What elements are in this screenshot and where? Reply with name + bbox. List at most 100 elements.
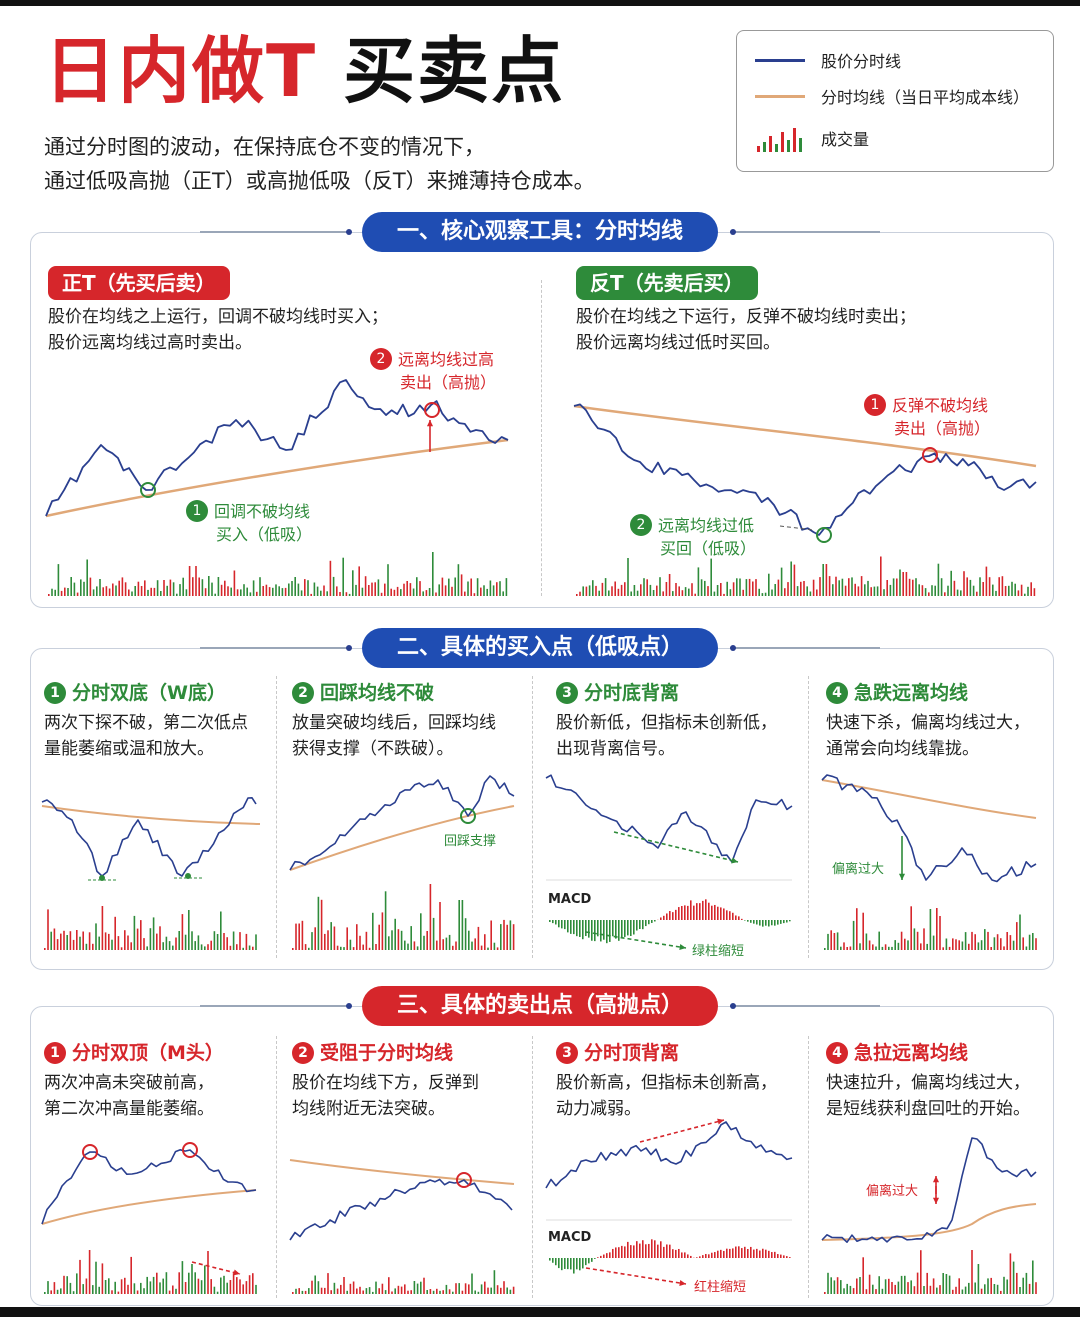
volume-bar-80 xyxy=(832,584,834,596)
section3-frame xyxy=(30,1006,1054,1306)
volume-bar-30 xyxy=(140,920,142,950)
sell-card-4-title-text: 急拉远离均线 xyxy=(854,1042,969,1064)
volume-bar-16 xyxy=(343,947,345,950)
macd-bar-31 xyxy=(639,920,641,929)
volume-bar-9 xyxy=(852,920,855,950)
volume-bar-139 xyxy=(1020,584,1023,596)
volume-bar-19 xyxy=(108,588,111,596)
price-line xyxy=(41,796,257,877)
macd-bar-80 xyxy=(786,920,788,923)
macd-bar-77 xyxy=(777,1254,779,1258)
macd-bar-10 xyxy=(576,920,578,937)
macd-bar-23 xyxy=(615,1247,617,1258)
macd-bar-75 xyxy=(771,1252,773,1258)
volume-bar-5 xyxy=(592,580,594,596)
price-line xyxy=(289,775,515,871)
volume-bar-16 xyxy=(99,579,101,596)
volume-bar-31 xyxy=(923,1286,925,1294)
macd-bar-66 xyxy=(744,1246,746,1258)
volume-bar-67 xyxy=(790,561,792,596)
volume-bar-60 xyxy=(236,1277,238,1294)
volume-bar-66 xyxy=(503,919,505,950)
volume-bar-18 xyxy=(101,1263,104,1294)
volume-bar-12 xyxy=(862,1257,864,1294)
volume-bar-42 xyxy=(178,1272,180,1294)
volume-bar-57 xyxy=(474,938,476,950)
volume-bar-37 xyxy=(166,585,168,596)
volume-bar-70 xyxy=(800,581,802,596)
volume-bar-59 xyxy=(232,931,235,950)
macd-bar-46 xyxy=(684,1252,686,1258)
section3-dot-left xyxy=(346,1003,352,1009)
volume-bar-69 xyxy=(268,587,271,596)
volume-bar-19 xyxy=(104,932,107,950)
volume-bar-56 xyxy=(755,579,757,596)
volume-bar-49 xyxy=(204,588,207,596)
volume-bar-19 xyxy=(636,590,639,596)
volume-bar-53 xyxy=(993,1284,996,1294)
volume-bar-41 xyxy=(179,584,181,596)
macd-bar-76 xyxy=(774,920,776,926)
volume-bar-99 xyxy=(364,576,367,596)
volume-bar-21 xyxy=(891,1282,893,1294)
volume-bar-21 xyxy=(115,585,117,596)
volume-bar-52 xyxy=(990,1277,992,1294)
macd-bar-8 xyxy=(570,1258,572,1270)
volume-bar-66 xyxy=(503,1281,505,1294)
volume-bar-7 xyxy=(70,577,72,596)
macd-bar-24 xyxy=(618,1247,620,1258)
macd-bar-1 xyxy=(549,920,551,922)
volume-bar-65 xyxy=(1032,933,1034,950)
macd-bar-2 xyxy=(552,920,554,924)
volume-bar-35 xyxy=(936,908,938,950)
section2-line-left xyxy=(200,647,350,649)
volume-bar-59 xyxy=(1012,940,1015,950)
volume-bar-51 xyxy=(211,582,213,596)
sell-card-2-desc: 股价在均线下方，反弹到 均线附近无法突破。 xyxy=(292,1070,479,1122)
macd-bar-38 xyxy=(660,1241,662,1258)
buy-card-3-desc-2: 出现背离信号。 xyxy=(556,739,675,759)
volume-bar-31 xyxy=(147,589,149,596)
volume-bar-62 xyxy=(242,1284,244,1294)
volume-bar-92 xyxy=(342,557,344,596)
macd-bar-12 xyxy=(582,1258,584,1269)
volume-bar-49 xyxy=(980,940,983,950)
macd-bar-49 xyxy=(693,905,695,920)
volume-bar-124 xyxy=(444,585,447,596)
volume-bar-20 xyxy=(112,583,114,596)
volume-bar-126 xyxy=(451,586,453,596)
volume-bar-93 xyxy=(873,586,876,596)
price-line xyxy=(573,403,1037,536)
macd-bar-17 xyxy=(597,1257,599,1258)
volume-bar-85 xyxy=(320,590,322,596)
volume-bar-82 xyxy=(310,593,312,596)
volume-bar-57 xyxy=(226,937,228,950)
section2-dot-right xyxy=(730,645,736,651)
volume-bar-120 xyxy=(432,552,434,596)
macd-bar-70 xyxy=(756,1248,758,1258)
volume-bar-80 xyxy=(304,579,306,596)
volume-bar-115 xyxy=(944,592,946,596)
macd-bar-57 xyxy=(717,1250,719,1258)
volume-bar-141 xyxy=(499,581,501,596)
volume-bar-32 xyxy=(150,587,152,596)
macd-bar-59 xyxy=(723,908,725,920)
macd-divergence-arrow xyxy=(585,931,687,949)
volume-bar-44 xyxy=(432,1290,435,1294)
macd-bar-11 xyxy=(579,1258,581,1271)
macd-bar-72 xyxy=(762,920,764,927)
volume-bar-97 xyxy=(358,566,360,596)
volume-bar-18 xyxy=(881,946,884,950)
volume-bar-35 xyxy=(156,1272,158,1294)
zheng-t-desc: 股价在均线之上运行，回调不破均线时买入； 股价远离均线过高时卖出。 xyxy=(48,304,388,356)
volume-bar-84 xyxy=(316,586,319,596)
volume-bar-39 xyxy=(948,946,951,950)
macd-bar-20 xyxy=(606,920,608,944)
volume-bar-27 xyxy=(378,1288,380,1294)
volume-bar-116 xyxy=(419,581,421,596)
buy-card-1-chart xyxy=(41,796,261,950)
volume-bar-129 xyxy=(460,574,463,596)
volume-bar-63 xyxy=(249,592,252,596)
volume-bar-73 xyxy=(281,588,284,596)
volume-bar-2 xyxy=(54,589,56,596)
